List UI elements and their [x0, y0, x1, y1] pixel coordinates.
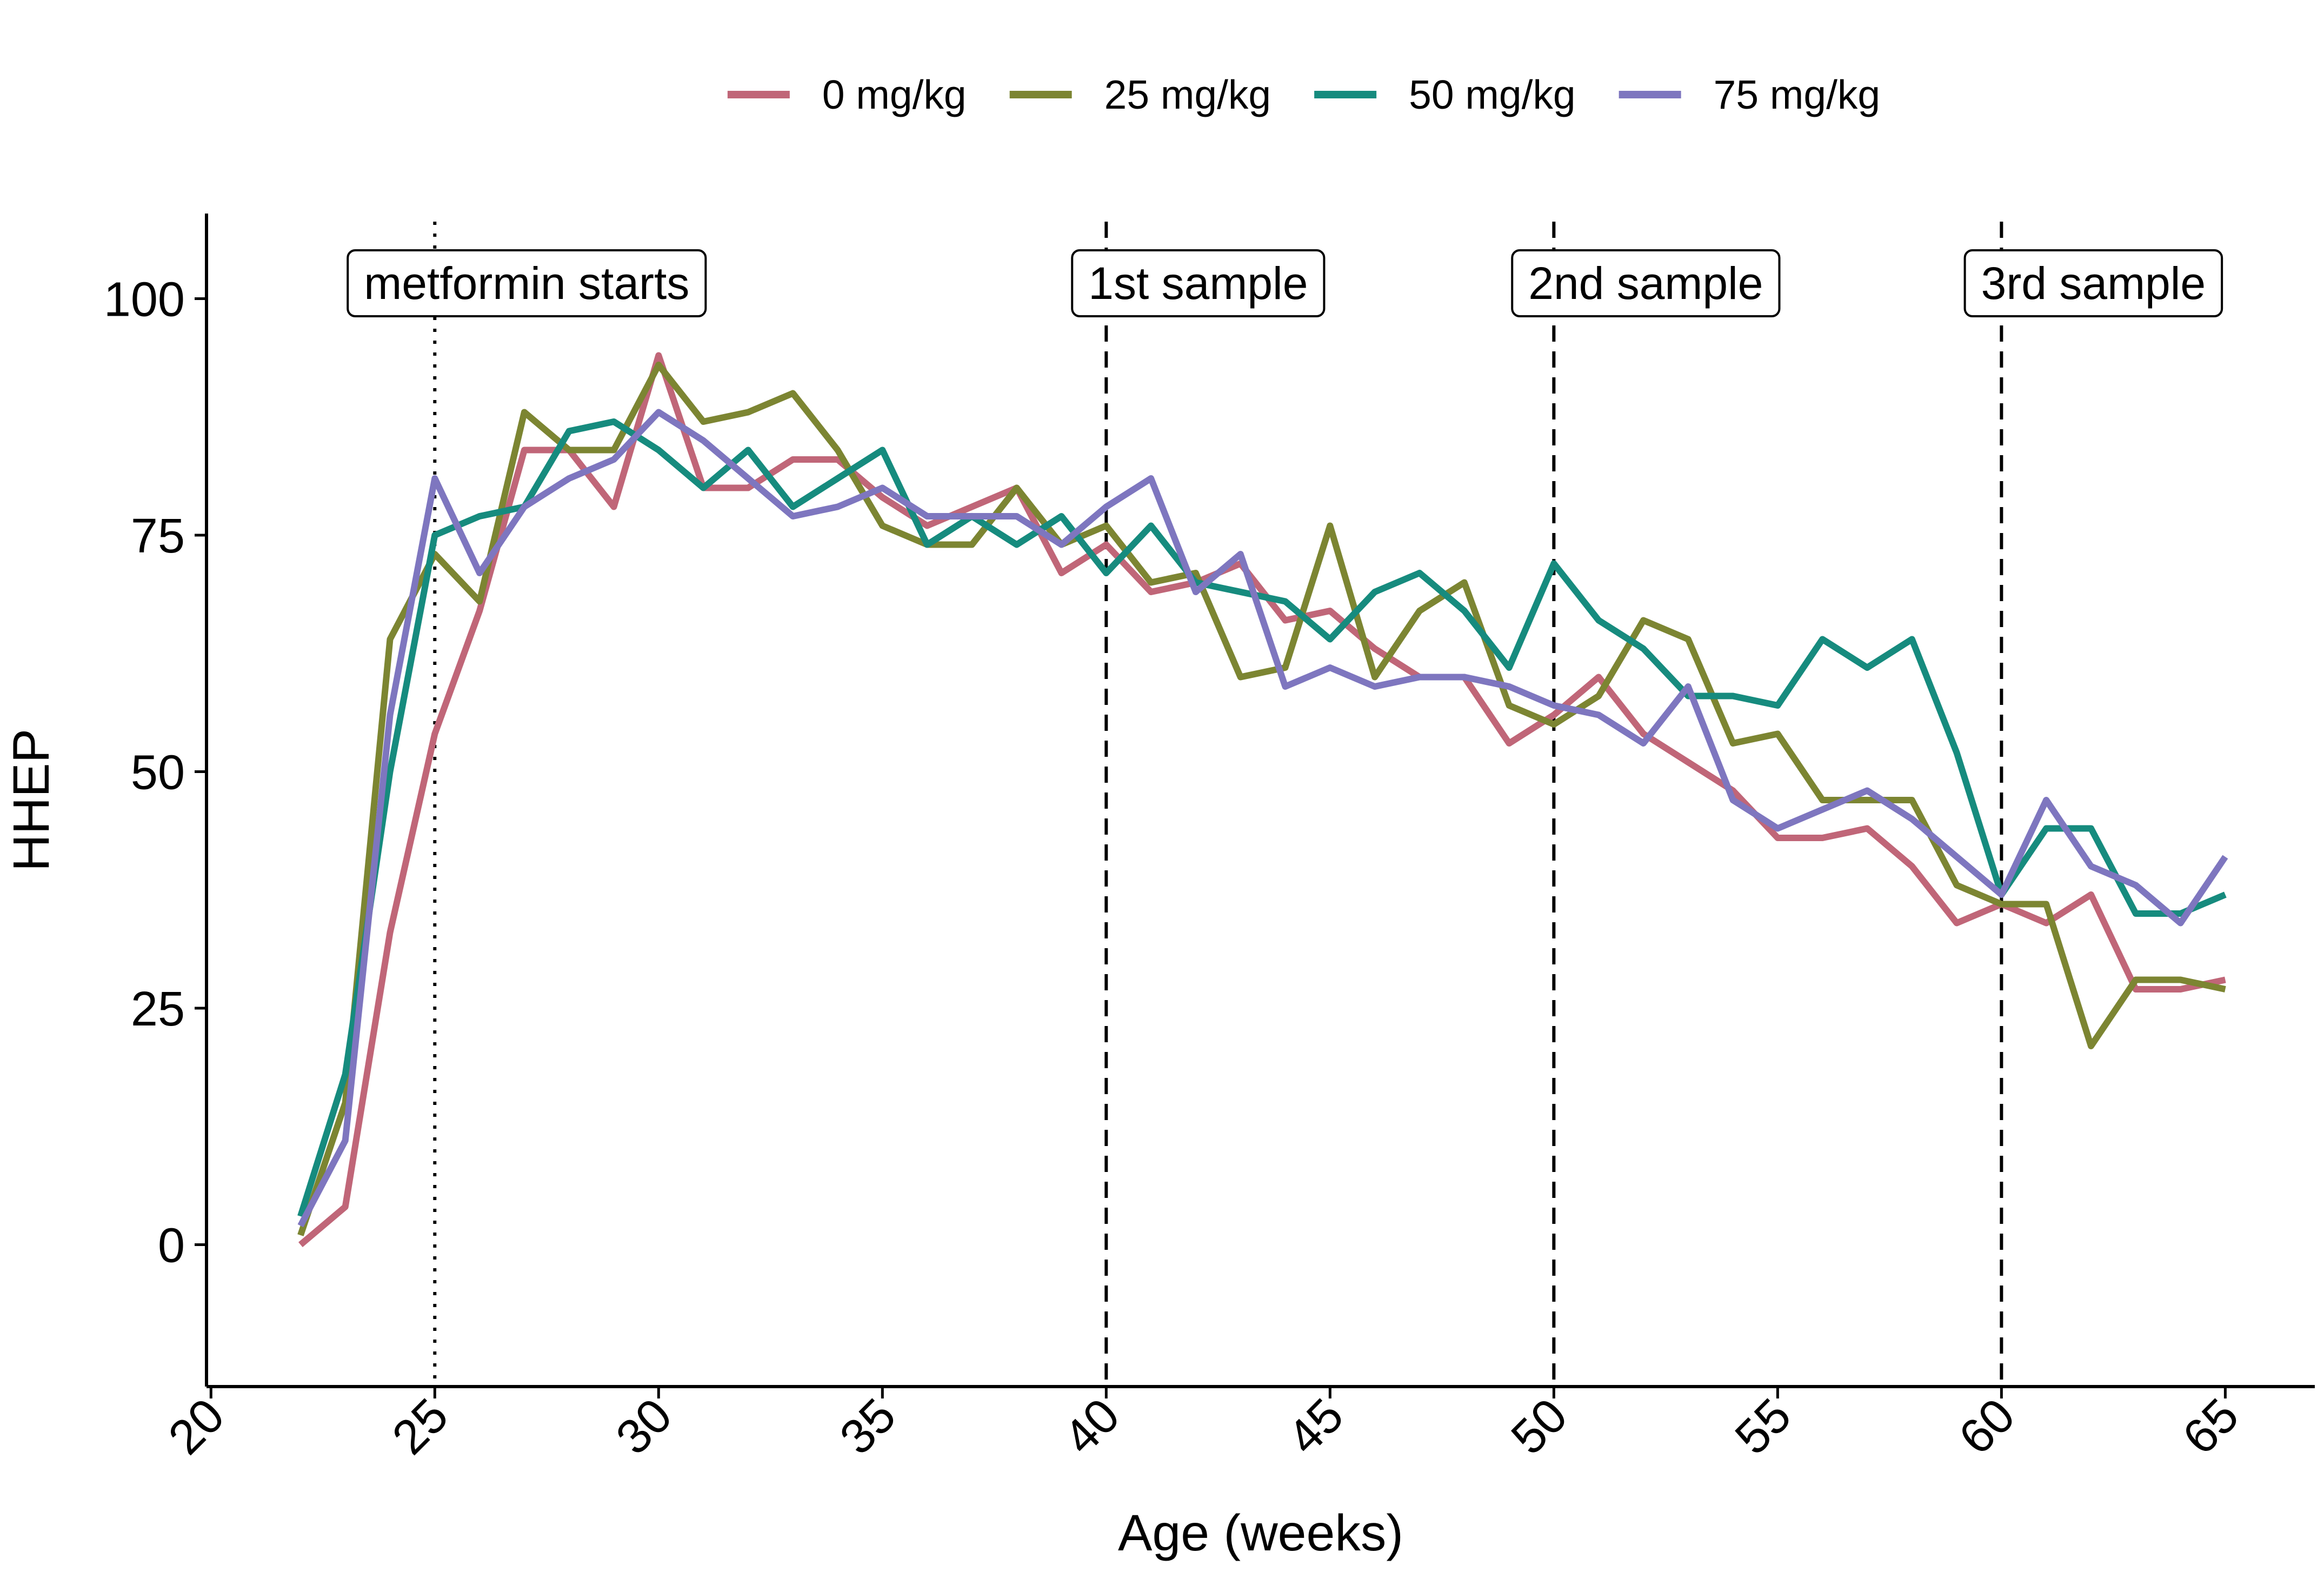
series-line-25-mg-kg [297, 362, 2226, 1236]
legend-item-75-mg-kg: 75 mg/kg [1619, 72, 1881, 117]
x-tick-label: 35 [830, 1388, 906, 1464]
x-tick-label: 55 [1725, 1388, 1801, 1464]
x-tick-label: 25 [382, 1388, 458, 1464]
y-tick-label: 0 [158, 1219, 185, 1273]
y-tick-label: 75 [131, 509, 185, 563]
annotation-label-3rd-sample: 3rd sample [1963, 249, 2223, 317]
series-line-0-mg-kg [298, 352, 2226, 1248]
annotation-label-1st-sample: 1st sample [1071, 249, 1326, 317]
y-tick-label: 25 [131, 982, 185, 1036]
x-tick-label: 30 [606, 1388, 682, 1464]
x-tick-label: 45 [1277, 1388, 1354, 1464]
legend-label: 0 mg/kg [822, 72, 967, 117]
y-tick-label: 50 [131, 746, 185, 800]
annotation-box [1511, 249, 1781, 317]
annotation-labels: metformin starts 1st sample 2nd sample 3rd … [347, 249, 2223, 317]
annotation-text: 1st sample [1088, 258, 1308, 309]
x-tick-label: 40 [1054, 1388, 1130, 1464]
annotation-text: 2nd sample [1528, 258, 1763, 309]
x-axis-ticks: 20 25 30 35 40 45 50 55 60 65 [158, 1387, 2249, 1465]
series-line-50-mg-kg [297, 418, 2227, 1217]
legend: 0 mg/kg 25 mg/kg 50 mg/kg 75 mg/kg [727, 72, 1881, 117]
annotation-label-2nd-sample: 2nd sample [1511, 249, 1781, 317]
legend-item-25-mg-kg: 25 mg/kg [1009, 72, 1271, 117]
y-axis-title: HHEP [3, 729, 60, 871]
annotation-text: 3rd sample [1981, 258, 2206, 309]
series-lines [297, 352, 2228, 1248]
annotation-box [1071, 249, 1326, 317]
annotation-text: metformin starts [364, 258, 689, 309]
annotation-box [347, 249, 707, 317]
legend-item-0-mg-kg: 0 mg/kg [727, 72, 967, 117]
annotation-lines [433, 222, 2003, 1387]
series-line-75-mg-kg [297, 409, 2228, 1228]
x-axis-title: Age (weeks) [1118, 1504, 1403, 1562]
legend-item-50-mg-kg: 50 mg/kg [1314, 72, 1576, 117]
x-tick-label: 20 [158, 1388, 235, 1464]
annotation-label-metformin-starts: metformin starts [347, 249, 707, 317]
legend-label: 75 mg/kg [1714, 72, 1881, 117]
y-axis-ticks: 0 25 50 75 100 [104, 273, 207, 1273]
x-tick-label: 50 [1501, 1388, 1577, 1464]
y-tick-label: 100 [104, 273, 185, 327]
legend-label: 50 mg/kg [1409, 72, 1576, 117]
legend-label: 25 mg/kg [1104, 72, 1271, 117]
x-tick-label: 65 [2173, 1388, 2249, 1464]
x-tick-label: 60 [1949, 1388, 2025, 1464]
annotation-box [1963, 249, 2223, 317]
